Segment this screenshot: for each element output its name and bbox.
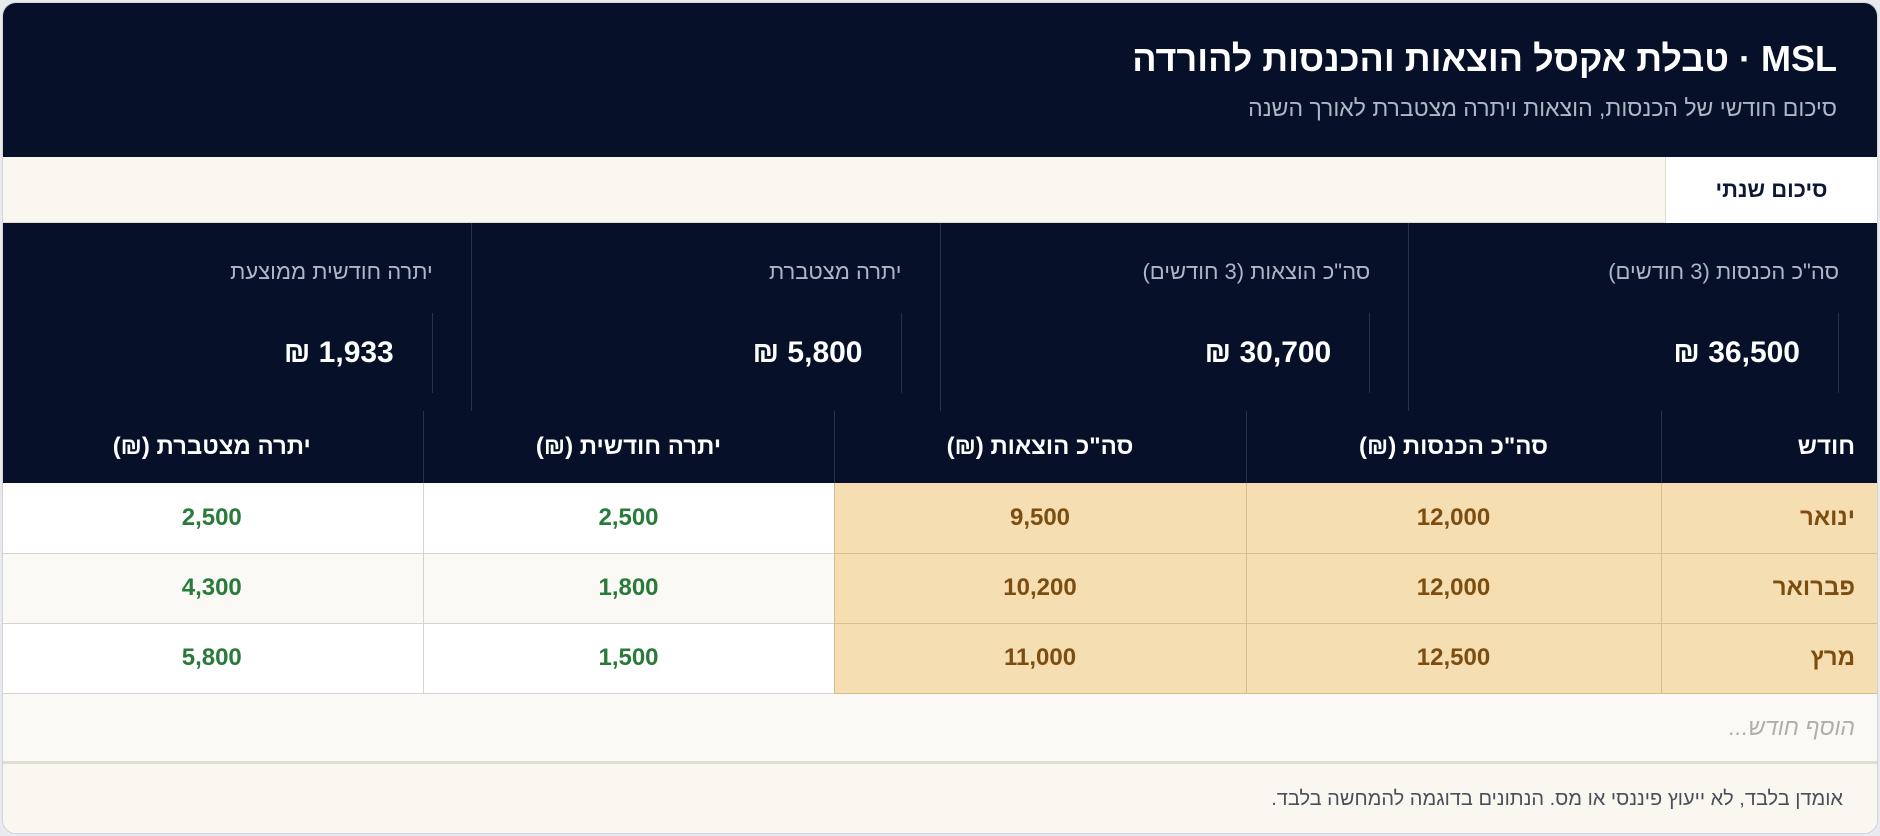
cell-expenses[interactable]: 10,200 <box>833 553 1246 624</box>
stat-total-expenses: סה"כ הוצאות (3 חודשים) 30,700 ₪ <box>939 223 1409 411</box>
summary-stats: סה"כ הכנסות (3 חודשים) 36,500 ₪ סה"כ הוצ… <box>3 223 1877 411</box>
stat-label: יתרה מצטברת <box>768 259 902 284</box>
page-title: MSL · טבלת אקסל הוצאות והכנסות להורדה <box>1132 38 1837 79</box>
column-header-cumulative-balance[interactable]: יתרה מצטברת (₪) <box>3 411 423 483</box>
stat-value: 30,700 ₪ <box>1204 336 1332 369</box>
table-row: ינואר 12,000 9,500 2,500 2,500 <box>3 483 1877 554</box>
stat-total-income: סה"כ הכנסות (3 חודשים) 36,500 ₪ <box>1408 223 1877 411</box>
column-header-income[interactable]: סה"כ הכנסות (₪) <box>1245 411 1661 483</box>
add-month-row[interactable]: הוסף חודש... <box>3 693 1877 764</box>
cell-monthly-balance: 2,500 <box>422 483 834 554</box>
monthly-table: חודש סה"כ הכנסות (₪) סה"כ הוצאות (₪) יתר… <box>3 411 1877 694</box>
cell-month[interactable]: מרץ <box>1660 623 1877 694</box>
tab-annual-summary[interactable]: סיכום שנתי <box>1665 157 1877 223</box>
tab-bar: סיכום שנתי <box>3 157 1877 223</box>
cell-cumulative-balance: 2,500 <box>3 483 423 554</box>
stat-label: יתרה חודשית ממוצעת <box>230 259 433 284</box>
table-row: פברואר 12,000 10,200 1,800 4,300 <box>3 553 1877 624</box>
stat-cumulative-balance: יתרה מצטברת 5,800 ₪ <box>470 223 940 411</box>
disclaimer-text: אומדן בלבד, לא ייעוץ פיננסי או מס. הנתונ… <box>1271 788 1843 810</box>
cell-expenses[interactable]: 11,000 <box>833 623 1246 694</box>
cell-month[interactable]: פברואר <box>1660 553 1877 624</box>
column-header-monthly-balance[interactable]: יתרה חודשית (₪) <box>422 411 834 483</box>
cell-cumulative-balance: 5,800 <box>3 623 423 694</box>
stat-value: 5,800 ₪ <box>752 336 863 369</box>
cell-expenses[interactable]: 9,500 <box>833 483 1246 554</box>
stat-label: סה"כ הוצאות (3 חודשים) <box>1142 259 1371 284</box>
table-header-row: חודש סה"כ הכנסות (₪) סה"כ הוצאות (₪) יתר… <box>3 411 1877 483</box>
cell-monthly-balance: 1,800 <box>422 553 834 624</box>
cell-monthly-balance: 1,500 <box>422 623 834 694</box>
column-header-expenses[interactable]: סה"כ הוצאות (₪) <box>833 411 1246 483</box>
disclaimer-footer: אומדן בלבד, לא ייעוץ פיננסי או מס. הנתונ… <box>3 763 1877 833</box>
cell-cumulative-balance: 4,300 <box>3 553 423 624</box>
page-subtitle: סיכום חודשי של הכנסות, הוצאות ויתרה מצטב… <box>1248 95 1837 121</box>
cell-income[interactable]: 12,000 <box>1245 483 1661 554</box>
stat-label: סה"כ הכנסות (3 חודשים) <box>1608 259 1839 284</box>
cell-income[interactable]: 12,500 <box>1245 623 1661 694</box>
stat-average-monthly-balance: יתרה חודשית ממוצעת 1,933 ₪ <box>3 223 471 411</box>
cell-month[interactable]: ינואר <box>1660 483 1877 554</box>
stat-value: 36,500 ₪ <box>1673 336 1800 369</box>
page-header: MSL · טבלת אקסל הוצאות והכנסות להורדה סי… <box>3 3 1877 157</box>
stat-value: 1,933 ₪ <box>283 336 394 369</box>
column-header-month[interactable]: חודש <box>1660 411 1877 483</box>
table-row: מרץ 12,500 11,000 1,500 5,800 <box>3 623 1877 694</box>
cell-income[interactable]: 12,000 <box>1245 553 1661 624</box>
